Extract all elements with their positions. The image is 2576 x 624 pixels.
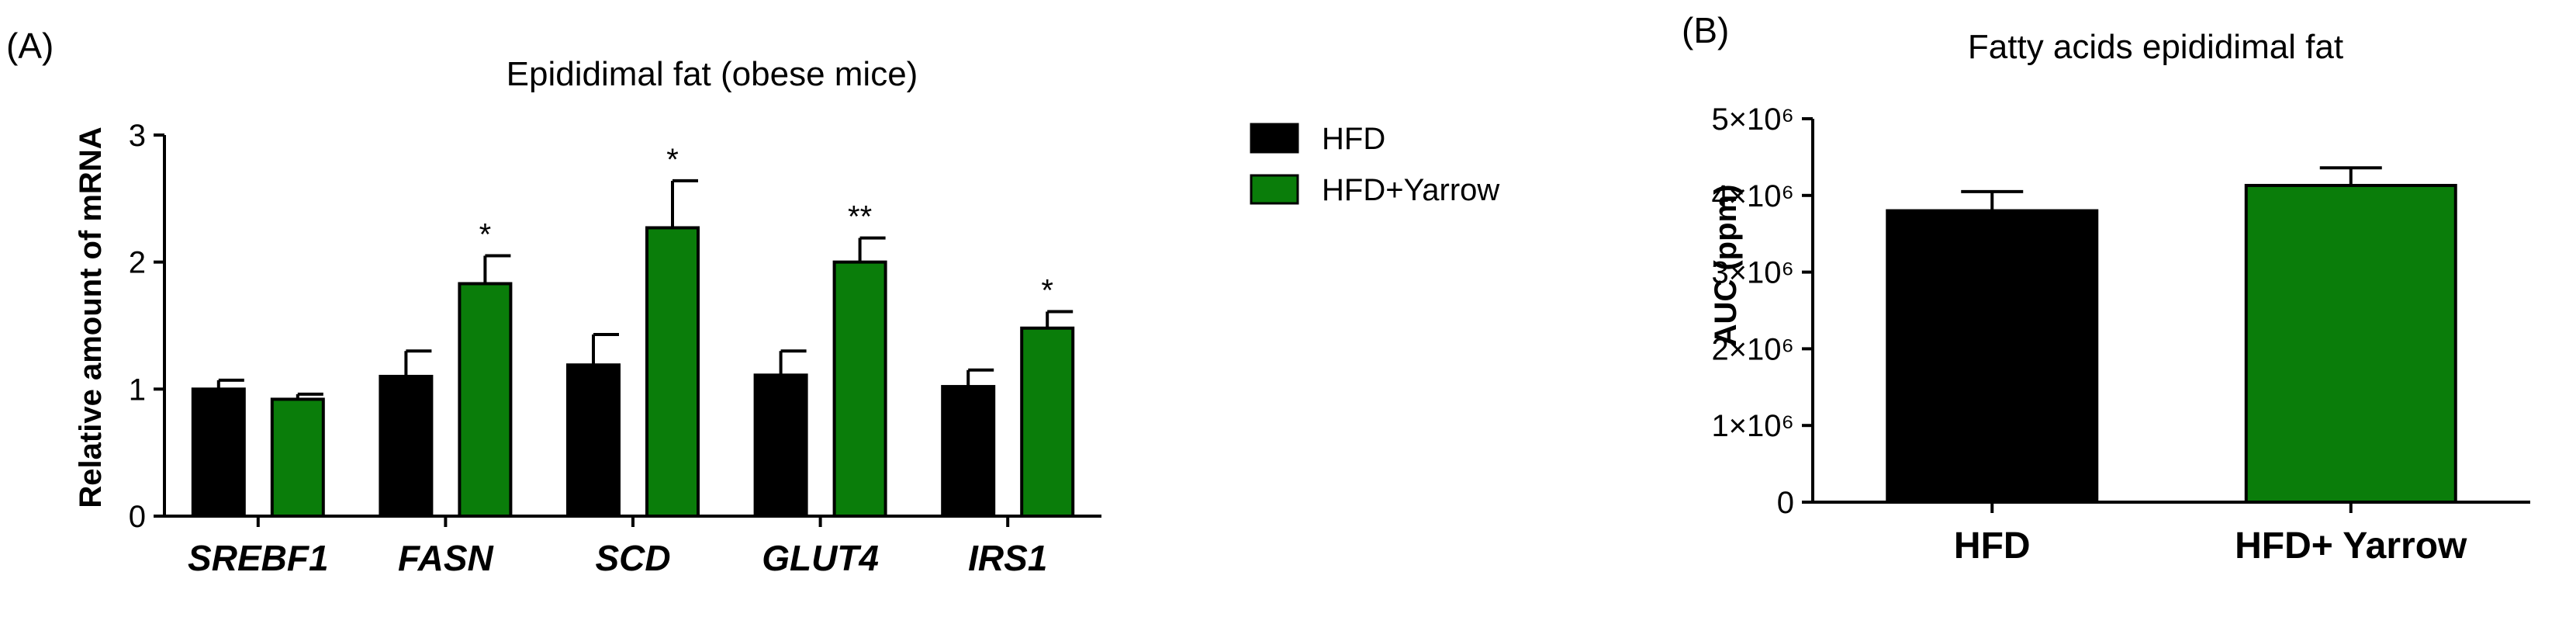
panel-b-error-bars: [1961, 166, 2382, 211]
panel-a-bar-hfd-yarrow: [645, 226, 700, 518]
panel-a-bar-hfd: [379, 374, 434, 518]
panel-b-y-tick-label: 0: [1777, 486, 1794, 520]
panel-b-y-tick-label: 1×10⁶: [1711, 409, 1794, 443]
panel-b-chart: (B) Fatty acids epididimal fat AUC (ppm)…: [1682, 10, 2530, 567]
panel-a-y-tick-label: 0: [129, 500, 146, 534]
panel-a-title: Epididimal fat (obese mice): [507, 55, 918, 93]
panel-b-x-tick-label: HFD+ Yarrow: [2235, 525, 2467, 567]
panel-a-legend: HFD HFD+Yarrow: [1250, 122, 1499, 207]
panel-b-bars: [1886, 183, 2457, 504]
panel-a-y-tick-label: 3: [129, 119, 146, 153]
panel-a-bar-hfd-yarrow: [458, 282, 513, 518]
panel-b-y-ticks: 0 1×10⁶ 2×10⁶ 3×10⁶ 4×10⁶ 5×10⁶: [1711, 102, 1813, 520]
panel-a-bars: [191, 226, 1075, 518]
panel-a-label: (A): [6, 26, 54, 66]
panel-a-bar-hfd: [753, 373, 808, 518]
legend-swatch-hfd-yarrow: [1250, 174, 1299, 205]
panel-a-significance-mark: *: [479, 217, 492, 251]
panel-b-bar-hfd-yarrow: [2244, 183, 2457, 504]
legend-label-hfd-yarrow: HFD+Yarrow: [1322, 173, 1499, 207]
panel-b-y-tick-label: 2×10⁶: [1711, 332, 1794, 366]
panel-a-y-axis-label: Relative amount of mRNA: [74, 127, 108, 508]
legend-swatch-hfd: [1250, 123, 1299, 154]
panel-b-x-ticks: HFD HFD+ Yarrow: [1954, 502, 2467, 567]
panel-a-y-tick-label: 1: [129, 373, 146, 407]
panel-b-y-axis-label: AUC (ppm): [1709, 185, 1743, 347]
panel-a-bar-hfd: [566, 363, 621, 518]
panel-a-y-ticks: 0 1 2 3: [129, 119, 164, 534]
panel-a-bar-hfd: [941, 385, 996, 518]
panel-a-significance-mark: *: [1041, 273, 1053, 307]
panel-a-significance-mark: *: [666, 143, 679, 177]
panel-b-x-tick-label: HFD: [1954, 525, 2031, 567]
panel-a-bar-hfd-yarrow: [1020, 326, 1075, 518]
panel-a-x-tick-label: SREBF1: [188, 538, 328, 578]
panel-a-significance-mark: **: [848, 200, 872, 234]
panel-b-y-tick-label: 5×10⁶: [1711, 102, 1794, 137]
panel-a-bar-hfd: [191, 387, 246, 518]
panel-a-bar-hfd-yarrow: [270, 397, 325, 518]
panel-a-x-tick-label: FASN: [398, 538, 493, 578]
panel-b-y-tick-label: 3×10⁶: [1711, 256, 1794, 290]
legend-label-hfd: HFD: [1322, 122, 1385, 156]
panel-b-y-tick-label: 4×10⁶: [1711, 179, 1794, 213]
panel-b-label: (B): [1682, 10, 1729, 50]
panel-a-bar-hfd-yarrow: [832, 260, 887, 518]
panel-a-error-bars: [216, 179, 1074, 400]
panel-a-y-tick-label: 2: [129, 246, 146, 280]
panel-a-x-ticks: SREBF1 FASN SCD GLUT4 IRS1: [188, 516, 1047, 578]
panel-a-chart: (A) Epididimal fat (obese mice) Relative…: [6, 26, 1499, 578]
panel-a-x-tick-label: GLUT4: [762, 538, 879, 578]
panel-b-bar-hfd: [1886, 209, 2099, 504]
panel-a-x-tick-label: SCD: [595, 538, 670, 578]
panel-a-x-tick-label: IRS1: [968, 538, 1047, 578]
panel-a-significance-marks: *****: [479, 143, 1053, 308]
panel-b-title: Fatty acids epididimal fat: [1968, 28, 2343, 66]
